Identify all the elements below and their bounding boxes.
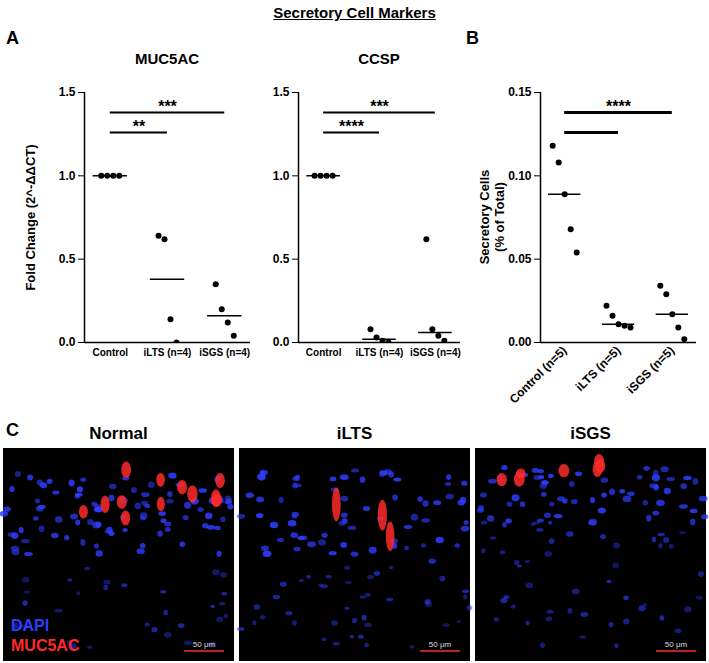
svg-text:0.0: 0.0 [59, 335, 76, 349]
svg-text:50 μm: 50 μm [665, 640, 688, 649]
svg-text:1.5: 1.5 [59, 85, 76, 99]
svg-text:iLTS (n=4): iLTS (n=4) [356, 347, 404, 358]
svg-text:1.0: 1.0 [59, 169, 76, 183]
html-text:B: B [466, 28, 479, 48]
html-text:Fold Change (2^-ΔΔCT): Fold Change (2^-ΔΔCT) [22, 143, 38, 291]
html-text:Secretory Cells: Secretory Cells [477, 169, 492, 265]
html-text:Secretory Cell Markers: Secretory Cell Markers [273, 4, 436, 21]
svg-text:0.05: 0.05 [508, 252, 532, 266]
svg-text:****: **** [339, 118, 365, 135]
svg-text:iSGS (n=4): iSGS (n=4) [410, 347, 461, 358]
svg-text:**: ** [133, 118, 146, 135]
svg-text:iSGS (n=5): iSGS (n=5) [624, 343, 677, 396]
svg-text:DAPI: DAPI [11, 617, 49, 634]
svg-text:50 μm: 50 μm [429, 640, 452, 649]
svg-text:0.00: 0.00 [508, 335, 532, 349]
svg-text:***: *** [158, 98, 177, 115]
html-text:MUC5AC: MUC5AC [134, 50, 200, 67]
svg-text:0.10: 0.10 [508, 169, 532, 183]
svg-text:iLTS (n=4): iLTS (n=4) [144, 347, 192, 358]
svg-text:0.15: 0.15 [508, 85, 532, 99]
svg-text:0.0: 0.0 [273, 335, 290, 349]
svg-text:***: *** [370, 98, 389, 115]
html-text:A: A [6, 28, 19, 48]
html-text:CCSP: CCSP [358, 50, 400, 67]
svg-text:iLTS (n=5): iLTS (n=5) [573, 343, 624, 394]
html-text:iLTS: iLTS [336, 424, 373, 443]
html-text:iSGS: iSGS [570, 424, 611, 443]
svg-text:0.5: 0.5 [59, 252, 76, 266]
svg-text:MUC5AC: MUC5AC [11, 637, 80, 654]
svg-text:1.0: 1.0 [273, 169, 290, 183]
svg-text:Control: Control [92, 347, 128, 358]
svg-text:0.5: 0.5 [273, 252, 290, 266]
html-text:Normal: Normal [89, 424, 148, 443]
svg-text:Control: Control [306, 347, 342, 358]
svg-text:****: **** [606, 98, 632, 115]
svg-text:Control (n=5): Control (n=5) [507, 343, 570, 406]
svg-text:iSGS (n=4): iSGS (n=4) [199, 347, 250, 358]
svg-text:50 μm: 50 μm [193, 640, 216, 649]
html-text:C: C [6, 420, 19, 440]
svg-text:1.5: 1.5 [273, 85, 290, 99]
html-text:(% of Total): (% of Total) [492, 182, 507, 252]
